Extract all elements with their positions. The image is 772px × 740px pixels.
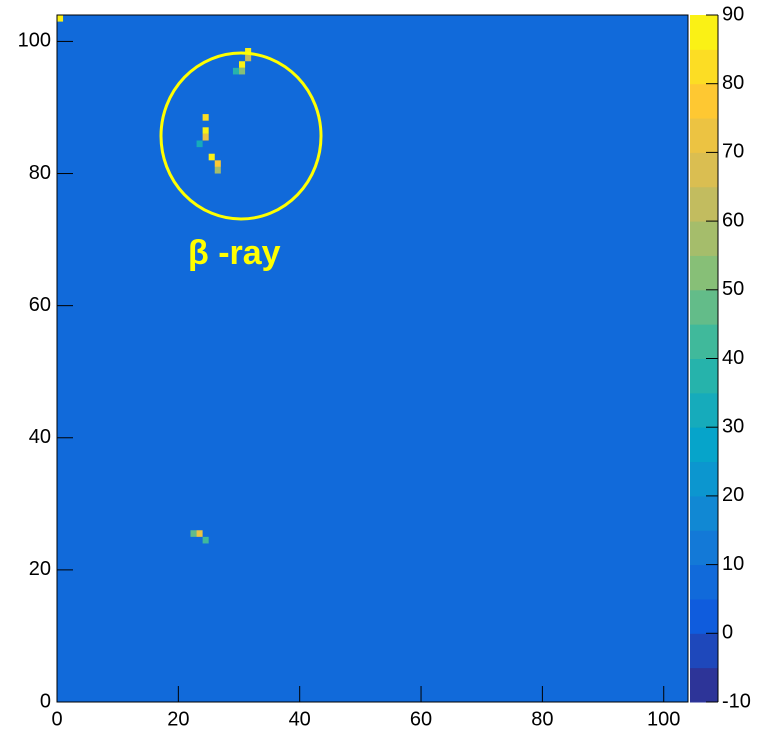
colorbar-band	[690, 564, 718, 600]
colorbar-tick-label: 20	[722, 484, 744, 506]
colorbar-tick-label: 60	[722, 209, 744, 231]
heatmap-cell	[57, 15, 64, 22]
colorbar-tick-label: 50	[722, 278, 744, 300]
colorbar-band	[690, 667, 718, 703]
colorbar-band	[690, 392, 718, 428]
x-tick-label: 0	[51, 708, 62, 730]
colorbar-band	[690, 186, 718, 222]
plot-area	[57, 15, 688, 702]
colorbar-band	[690, 221, 718, 256]
y-tick-label: 80	[29, 162, 51, 184]
colorbar-band	[690, 289, 718, 325]
y-tick-label: 100	[18, 30, 51, 52]
colorbar-tick-label: -10	[722, 690, 751, 712]
colorbar-tick-label: 0	[722, 622, 733, 644]
heatmap-cell	[202, 127, 209, 134]
colorbar-band	[690, 255, 718, 291]
colorbar-band	[690, 633, 718, 669]
heatmap-cell	[245, 48, 252, 55]
colorbar-band	[690, 152, 718, 188]
colorbar-tick-label: 10	[722, 553, 744, 575]
x-tick-label: 20	[167, 708, 189, 730]
colorbar-tick-label: 30	[722, 415, 744, 437]
colorbar-band	[690, 324, 718, 359]
colorbar-band	[690, 530, 718, 566]
heatmap-background	[57, 15, 688, 702]
heatmap-cell	[239, 61, 246, 68]
heatmap-cell	[214, 166, 221, 174]
y-tick-label: 60	[29, 294, 51, 316]
x-tick-label: 80	[531, 708, 553, 730]
heatmap-cell	[190, 530, 197, 537]
heatmap-cell	[239, 67, 246, 75]
colorbar-tick-label: 80	[722, 72, 744, 94]
x-tick-label: 60	[410, 708, 432, 730]
heatmap-cell	[196, 140, 203, 148]
heatmap-cell	[245, 54, 252, 62]
colorbar-band	[690, 83, 718, 119]
heatmap-cell	[214, 160, 221, 167]
heatmap-cell	[202, 114, 209, 121]
x-tick-label: 100	[647, 708, 680, 730]
colorbar-tick-label: 90	[722, 3, 744, 25]
y-tick-label: 0	[40, 690, 51, 712]
annotation-text: β -ray	[188, 234, 281, 272]
colorbar-band	[690, 495, 718, 531]
colorbar-tick-label: 70	[722, 141, 744, 163]
y-tick-label: 40	[29, 426, 51, 448]
heatmap-cell	[232, 67, 240, 75]
heatmap-cell	[208, 153, 215, 161]
heatmap-cell	[202, 133, 209, 141]
heatmap-cell	[196, 530, 203, 537]
x-tick-label: 40	[289, 708, 311, 730]
colorbar-band	[690, 15, 718, 50]
annotation-ellipse	[159, 51, 323, 221]
colorbar-band	[690, 358, 718, 394]
colorbar-band	[690, 118, 718, 153]
heatmap-cell	[202, 536, 209, 544]
colorbar-tick-label: 40	[722, 347, 744, 369]
colorbar-band	[690, 461, 718, 497]
y-tick-label: 20	[29, 558, 51, 580]
colorbar-band	[690, 49, 718, 85]
plot-frame	[56, 14, 689, 703]
colorbar-band	[690, 598, 718, 634]
colorbar-band	[690, 427, 718, 463]
